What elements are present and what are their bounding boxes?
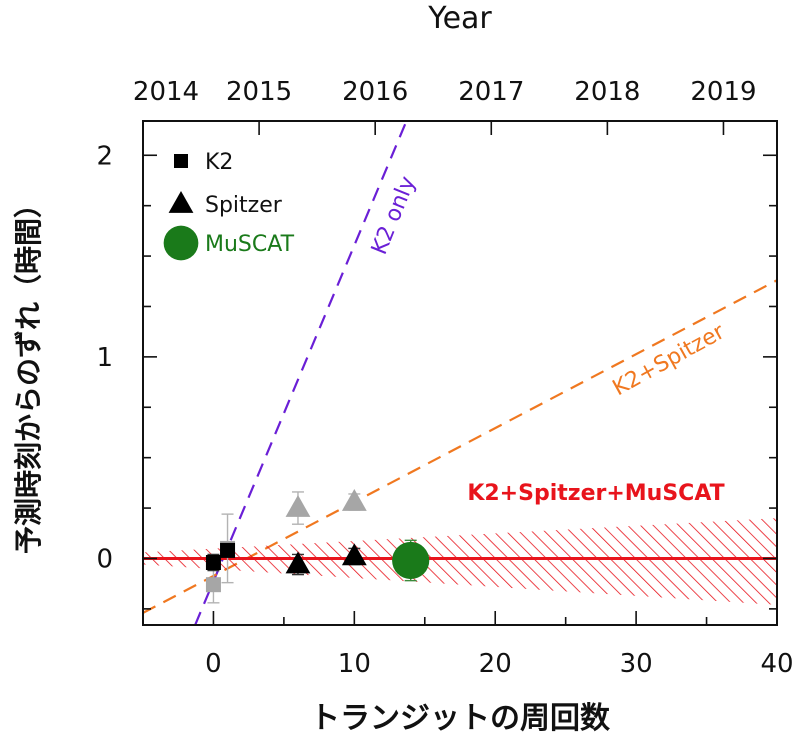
top-tick-label: 2015 [226,77,292,107]
legend: K2 Spitzer MuSCAT [163,150,295,261]
y-tick-label: 1 [96,343,113,373]
top-tick-label: 2014 [133,77,199,107]
legend-k2-marker [174,154,188,168]
k2-spitzer-muscat-uncertainty-band [143,518,777,605]
k2-point [220,542,236,558]
legend-muscat-marker [163,225,199,261]
plot-area [143,121,777,625]
x-tick-label: 20 [479,649,512,679]
top-tick-label: 2019 [690,77,756,107]
x-tick-label: 30 [620,649,653,679]
y-tick-label: 2 [96,141,113,171]
x-tick-label: 10 [338,649,371,679]
x-tick-label: 0 [205,649,222,679]
y-axis-title: 予測時刻からのずれ（時間） [12,190,45,554]
plot-border [142,120,778,626]
gray-triangle-point [285,495,311,517]
legend-spitzer-marker [168,190,194,213]
k2-spitzer-label: K2+Spitzer [609,319,730,401]
k2-point [205,555,221,571]
spitzer-point [341,543,367,566]
legend-muscat-label: MuSCAT [205,232,295,257]
gray-triangle-point [341,489,367,511]
top-tick-label: 2018 [574,77,640,107]
muscat-point [392,541,430,580]
legend-k2-label: K2 [205,150,233,175]
x-tick-label: 40 [760,649,793,679]
spitzer-point [285,551,311,574]
top-tick-label: 2017 [458,77,524,107]
k2-spitzer-muscat-label: K2+Spitzer+MuSCAT [467,481,724,506]
top-tick-label: 2016 [342,77,408,107]
x-axis-title: トランジットの周回数 [310,701,611,736]
top-axis-title: Year [427,1,492,36]
legend-spitzer-label: Spitzer [205,193,283,218]
gray-square-point [205,577,221,593]
k2-only-label: K2 only [367,173,421,258]
y-tick-label: 0 [96,544,113,574]
